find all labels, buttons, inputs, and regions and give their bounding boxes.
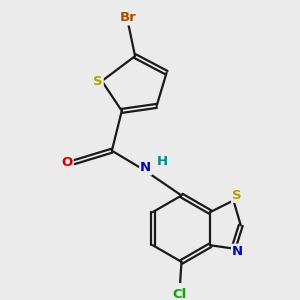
Text: Br: Br: [120, 11, 137, 25]
Text: H: H: [157, 155, 168, 168]
Text: N: N: [140, 161, 151, 174]
Text: Cl: Cl: [173, 287, 187, 300]
Text: S: S: [232, 189, 242, 202]
Text: O: O: [61, 156, 73, 169]
Text: N: N: [232, 245, 243, 258]
Text: S: S: [93, 74, 103, 88]
